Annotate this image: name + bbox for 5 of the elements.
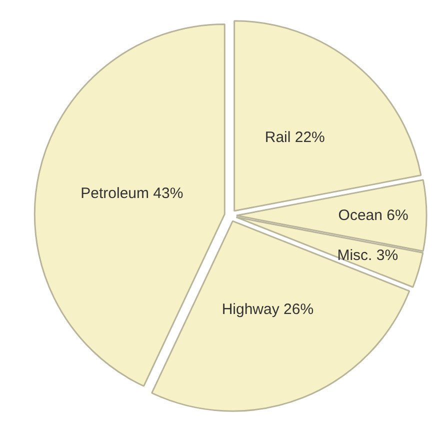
slice-label: Highway 26% [222,300,314,318]
slice-label: Rail 22% [264,129,325,146]
slice-label: Ocean 6% [338,207,408,224]
slice-label: Misc. 3% [337,246,398,264]
slice-label: Petroleum 43% [80,184,184,202]
